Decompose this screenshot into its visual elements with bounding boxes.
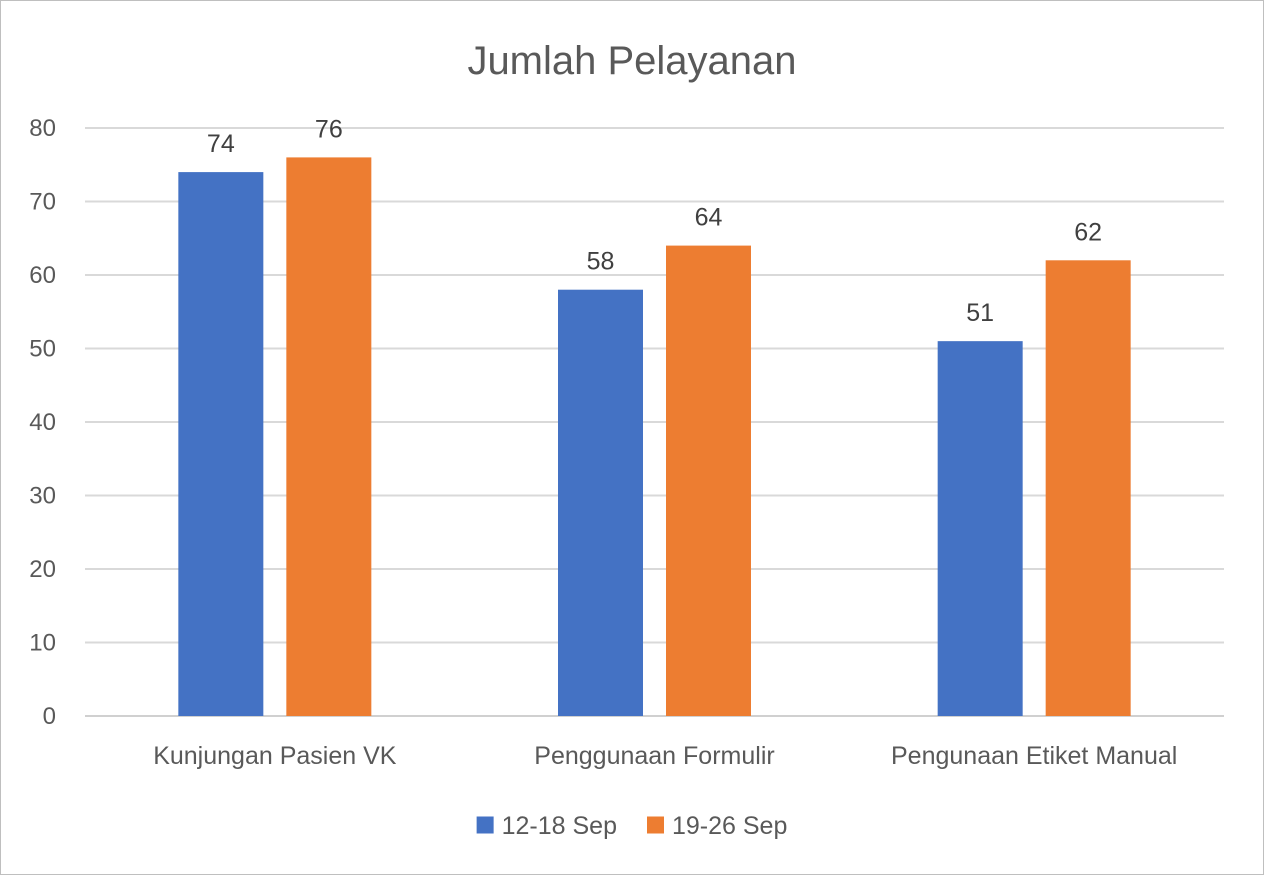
y-tick-label: 80	[29, 115, 56, 142]
x-category-label: Penggunaan Formulir	[534, 742, 774, 770]
legend-label: 19-26 Sep	[672, 812, 787, 840]
bar-2-1	[286, 157, 372, 716]
y-tick-label: 20	[29, 556, 56, 583]
bar-1-3	[937, 341, 1023, 716]
y-tick-label: 70	[29, 189, 56, 216]
bar-1-1	[178, 172, 264, 717]
data-label: 74	[207, 130, 235, 158]
x-category-label: Kunjungan Pasien VK	[153, 742, 397, 770]
data-label: 64	[695, 204, 723, 232]
y-tick-label: 30	[29, 483, 56, 510]
chart-title: Jumlah Pelayanan	[467, 39, 796, 83]
data-labels: 74 76 58 64 51 62	[207, 115, 1102, 327]
legend-label: 12-18 Sep	[502, 812, 617, 840]
gridlines	[85, 127, 1224, 717]
x-category-label: Pengunaan Etiket Manual	[891, 742, 1177, 770]
bars	[178, 157, 1131, 717]
data-label: 51	[966, 299, 994, 327]
x-axis: Kunjungan Pasien VK Penggunaan Formulir Pe…	[153, 742, 1177, 770]
bar-2-3	[1045, 260, 1131, 716]
legend-swatch-1	[476, 816, 494, 834]
data-label: 76	[315, 115, 343, 143]
y-tick-label: 50	[29, 336, 56, 363]
y-tick-label: 10	[29, 630, 56, 657]
data-label: 62	[1074, 218, 1102, 246]
legend: 12-18 Sep 19-26 Sep	[476, 812, 787, 840]
data-label: 58	[587, 248, 615, 276]
legend-swatch-2	[647, 816, 664, 834]
y-tick-label: 40	[29, 409, 56, 436]
y-tick-label: 60	[29, 262, 56, 289]
bar-1-2	[558, 289, 643, 716]
y-axis: 0 10 20 30 40 50 60 70 80	[29, 115, 56, 730]
y-tick-label: 0	[43, 703, 56, 730]
bar-2-2	[666, 245, 751, 716]
